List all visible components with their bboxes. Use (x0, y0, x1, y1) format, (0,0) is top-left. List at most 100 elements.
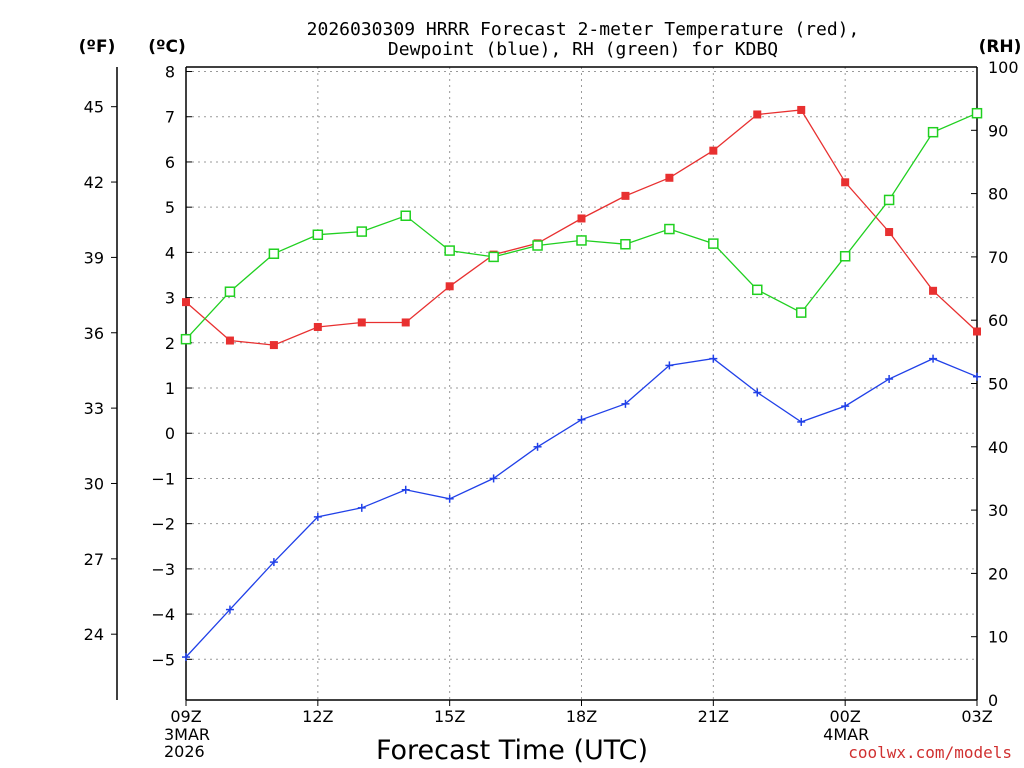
rh-point (532, 240, 543, 251)
temperature-point (665, 173, 674, 182)
fahrenheit-tick-label: 42 (84, 173, 104, 192)
dewpoint-point (753, 388, 762, 397)
temperature-point (797, 105, 806, 114)
celsius-tick-label: −1 (151, 469, 175, 488)
data-series (180, 105, 983, 662)
axes (111, 66, 978, 706)
rh-tick-label: 100 (988, 58, 1019, 77)
rh-point (356, 226, 368, 237)
dewpoint-point (885, 374, 894, 383)
celsius-tick-label: −4 (151, 605, 175, 624)
dewpoint-point (709, 354, 718, 363)
rh-point (839, 251, 851, 262)
dewpoint-point (269, 558, 278, 567)
rh-tick-label: 40 (988, 438, 1008, 457)
temperature-point (269, 341, 278, 350)
temperature-point (753, 110, 762, 119)
dewpoint-point (313, 512, 322, 521)
fahrenheit-tick-label: 39 (84, 248, 104, 267)
rh-tick-label: 50 (988, 375, 1008, 394)
celsius-tick-label: 6 (165, 153, 175, 172)
rh-tick-label: 0 (988, 691, 998, 710)
rh-point (971, 107, 983, 119)
dewpoint-point (182, 653, 190, 662)
rh-tick-label: 90 (988, 121, 1008, 140)
rh-point (488, 251, 499, 263)
rh-point (752, 284, 763, 296)
celsius-tick-label: 0 (165, 424, 175, 443)
x-tick-label: 21Z (698, 707, 729, 726)
rh-tick-label: 10 (988, 628, 1008, 647)
temperature-point (445, 282, 454, 291)
rh-point (180, 333, 192, 345)
temperature-point (973, 327, 981, 336)
credit-text: coolwx.com/models (848, 743, 1012, 762)
celsius-tick-label: 5 (165, 198, 175, 217)
celsius-tick-label: 4 (165, 243, 175, 262)
chart-title-line1: 2026030309 HRRR Forecast 2-meter Tempera… (307, 19, 860, 40)
dewpoint-point (489, 474, 498, 483)
celsius-tick-label: −5 (151, 650, 175, 669)
temperature-point (885, 228, 894, 237)
dewpoint-point (665, 361, 674, 370)
rh-point (927, 126, 939, 138)
rh-point (224, 286, 236, 297)
temperature-point (182, 298, 190, 307)
dewpoint-point (533, 442, 542, 451)
temperature-point (929, 286, 938, 295)
rh-tick-label: 70 (988, 248, 1008, 267)
x-tick-label: 09Z (170, 707, 201, 726)
fahrenheit-tick-label: 36 (84, 324, 104, 343)
rh-tick-label: 30 (988, 501, 1008, 520)
fahrenheit-tick-label: 45 (84, 98, 104, 117)
rh-point (795, 307, 807, 318)
dewpoint-point (445, 494, 454, 503)
rh-point (576, 235, 587, 246)
rh-tick-label: 60 (988, 311, 1008, 330)
dewpoint-point (797, 417, 806, 426)
x-tick-label: 15Z (434, 707, 465, 726)
temperature-point (577, 214, 586, 223)
celsius-unit-label: (ºC) (148, 37, 186, 57)
dewpoint-point (621, 399, 630, 408)
x-tick-label: 12Z (302, 707, 333, 726)
rh-point (268, 248, 280, 259)
fahrenheit-unit-label: (ºF) (79, 37, 116, 57)
fahrenheit-tick-label: 33 (84, 399, 104, 418)
dewpoint-point (401, 485, 410, 494)
fahrenheit-tick-label: 27 (84, 550, 104, 569)
x-tick-label: 18Z (566, 707, 597, 726)
dewpoint-point (225, 605, 234, 614)
temperature-point (225, 336, 234, 345)
rh-point (708, 238, 719, 249)
rh-point (312, 229, 324, 240)
rh-point (883, 194, 895, 206)
celsius-tick-label: 8 (165, 63, 175, 82)
rh-tick-label: 20 (988, 564, 1008, 583)
x-axis-title: Forecast Time (UTC) (376, 735, 648, 766)
temperature-point (841, 178, 850, 187)
fahrenheit-tick-label: 24 (84, 625, 104, 644)
x-tick-label: 00Z (830, 707, 861, 726)
x-date-label: 3MAR (164, 725, 210, 744)
dewpoint-point (357, 503, 366, 512)
dewpoint-point (973, 372, 981, 381)
chart-title-line2: Dewpoint (blue), RH (green) for KDBQ (388, 39, 778, 60)
temperature-point (401, 318, 410, 327)
temperature-point (357, 318, 366, 327)
rh-tick-label: 80 (988, 185, 1008, 204)
dewpoint-point (929, 354, 938, 363)
rh-unit-label: (RH) (979, 37, 1022, 57)
temperature-point (709, 146, 718, 155)
series-line-2 (185, 112, 978, 340)
x-year-label: 2026 (164, 742, 205, 761)
dewpoint-point (841, 402, 850, 411)
dewpoint-point (577, 415, 586, 424)
temperature-point (313, 322, 322, 331)
x-tick-label: 03Z (961, 707, 992, 726)
rh-point (620, 238, 631, 250)
celsius-tick-label: 7 (165, 108, 175, 127)
celsius-tick-label: 1 (165, 379, 175, 398)
celsius-tick-label: −2 (151, 515, 175, 534)
